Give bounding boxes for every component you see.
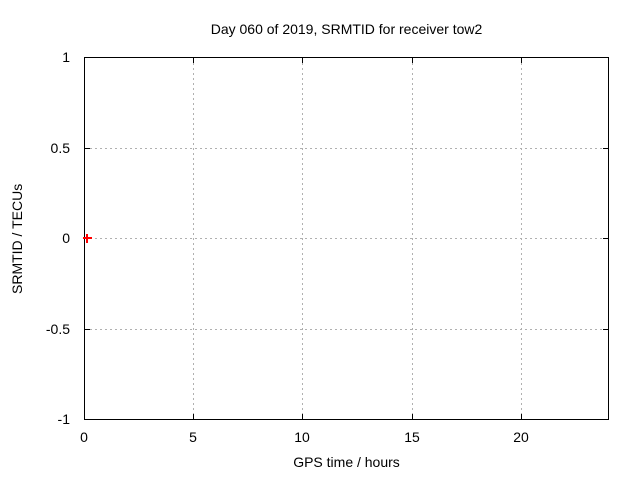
x-tick bbox=[412, 414, 413, 419]
y-tick bbox=[603, 329, 608, 330]
x-tick bbox=[302, 58, 303, 63]
x-tick bbox=[193, 414, 194, 419]
h-gridline bbox=[85, 148, 607, 149]
x-tick bbox=[193, 58, 194, 63]
y-tick bbox=[603, 419, 608, 420]
y-tick-label: 1 bbox=[62, 49, 70, 65]
y-tick bbox=[85, 57, 90, 58]
h-gridline bbox=[85, 238, 607, 239]
x-tick-label: 5 bbox=[189, 429, 197, 445]
x-tick bbox=[302, 414, 303, 419]
x-tick bbox=[521, 58, 522, 63]
chart-title: Day 060 of 2019, SRMTID for receiver tow… bbox=[210, 21, 483, 37]
y-tick-label: -0.5 bbox=[45, 321, 70, 337]
y-tick bbox=[85, 329, 90, 330]
x-tick bbox=[412, 58, 413, 63]
x-tick bbox=[84, 414, 85, 419]
y-tick-label: 0 bbox=[62, 230, 70, 246]
y-tick bbox=[603, 238, 608, 239]
y-tick bbox=[85, 148, 90, 149]
x-tick bbox=[84, 58, 85, 63]
y-tick-label: 0.5 bbox=[50, 140, 70, 156]
y-tick bbox=[85, 419, 90, 420]
x-tick-label: 0 bbox=[80, 429, 88, 445]
data-point-marker bbox=[86, 234, 88, 243]
y-tick-label: -1 bbox=[57, 411, 70, 427]
h-gridline bbox=[85, 329, 607, 330]
x-tick bbox=[521, 414, 522, 419]
x-axis-label: GPS time / hours bbox=[293, 454, 400, 470]
x-tick-label: 10 bbox=[294, 429, 310, 445]
x-tick-label: 15 bbox=[404, 429, 420, 445]
y-tick bbox=[603, 148, 608, 149]
y-tick bbox=[603, 57, 608, 58]
x-tick-label: 20 bbox=[513, 429, 529, 445]
